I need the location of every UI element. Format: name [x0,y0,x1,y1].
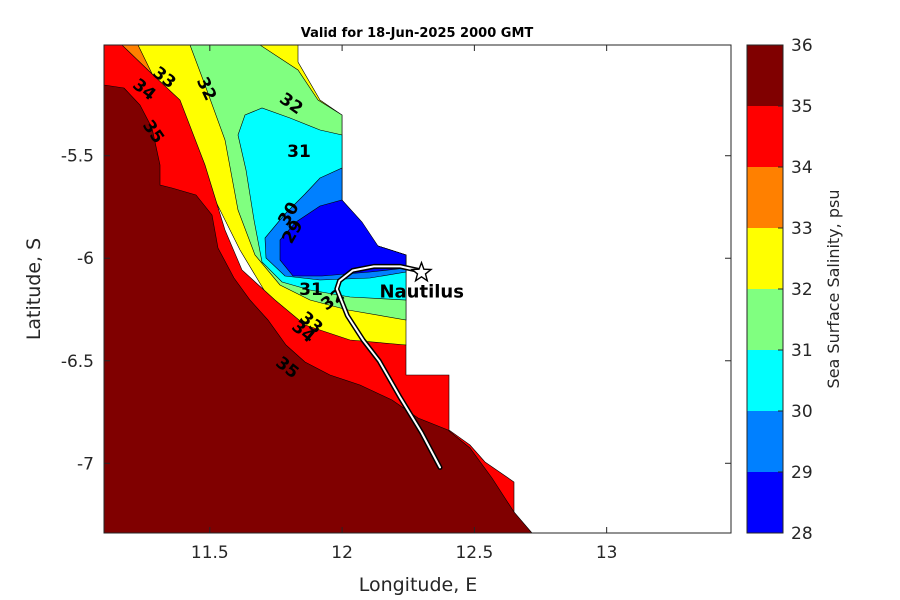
x-axis-label: Longitude, E [359,574,478,596]
colorbar-segment [747,411,783,472]
chart-title: Valid for 18-Jun-2025 2000 GMT [301,26,534,41]
y-tick-label: -6.5 [61,352,94,372]
colorbar-segment [747,289,783,350]
vessel-track [334,263,443,470]
vessel-marker: Nautilus [379,260,464,303]
vessel-label: Nautilus [379,282,464,303]
salinity-contour-fills [103,44,533,534]
x-tick-label: 12.5 [455,543,493,563]
colorbar-tick-label: 30 [791,402,813,422]
x-tick-label: 11.5 [191,543,229,563]
colorbar-segment [747,472,783,533]
colorbar-tick-label: 36 [791,36,813,56]
colorbar-tick-label: 34 [791,158,813,178]
vessel-star-icon [410,260,433,283]
colorbar-tick-label: 32 [791,280,813,300]
colorbar: 28 29 30 31 32 33 34 35 36 [746,36,813,544]
contour-label: 31 [287,142,311,162]
colorbar-tick-label: 31 [791,341,813,361]
y-tick-label: -7 [77,454,94,474]
y-tick-label: -6 [77,249,94,269]
x-tick-label: 12 [331,543,353,563]
colorbar-segment [747,106,783,167]
track-line [335,265,441,469]
colorbar-tick-label: 29 [791,463,813,483]
x-axis-ticks: 11.5 12 12.5 13 [191,45,618,563]
colorbar-segment [747,228,783,289]
colorbar-tick-label: 33 [791,219,813,239]
colorbar-segment [747,167,783,228]
x-tick-label: 13 [596,543,618,563]
colorbar-tick-label: 28 [791,524,813,544]
contour-band-28 [279,199,407,277]
colorbar-tick-label: 35 [791,97,813,117]
contour-band-35 [103,84,533,534]
y-axis-label: Latitude, S [23,238,45,340]
y-axis-ticks: -5.5 -6 -6.5 -7 [61,147,731,474]
contour-label: 31 [299,280,323,300]
plot-frame [103,44,732,534]
colorbar-segment [747,45,783,106]
colorbar-segment [747,350,783,411]
y-tick-label: -5.5 [61,147,94,167]
colorbar-label: Sea Surface Salinity, psu [824,190,843,389]
